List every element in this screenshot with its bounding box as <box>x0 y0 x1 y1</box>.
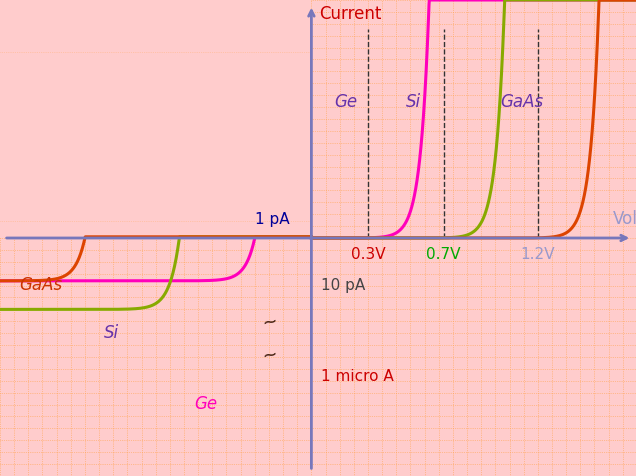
Text: 1.2V: 1.2V <box>521 248 555 262</box>
Text: 0.7V: 0.7V <box>426 248 460 262</box>
Bar <box>0 0 312 238</box>
Text: 10 pA: 10 pA <box>321 278 365 293</box>
Text: ~: ~ <box>260 346 279 366</box>
Text: 1 micro A: 1 micro A <box>321 369 394 384</box>
Text: Si: Si <box>104 324 119 342</box>
Text: 0.3V: 0.3V <box>350 248 385 262</box>
Text: 1 pA: 1 pA <box>255 212 289 227</box>
Text: Voltage: Voltage <box>613 210 636 228</box>
Text: ~: ~ <box>260 312 279 332</box>
Text: GaAs: GaAs <box>19 277 62 294</box>
Text: Ge: Ge <box>195 396 218 413</box>
Text: GaAs: GaAs <box>500 93 543 111</box>
Text: Current: Current <box>319 5 382 23</box>
Text: Si: Si <box>406 93 421 111</box>
Text: Ge: Ge <box>334 93 357 111</box>
